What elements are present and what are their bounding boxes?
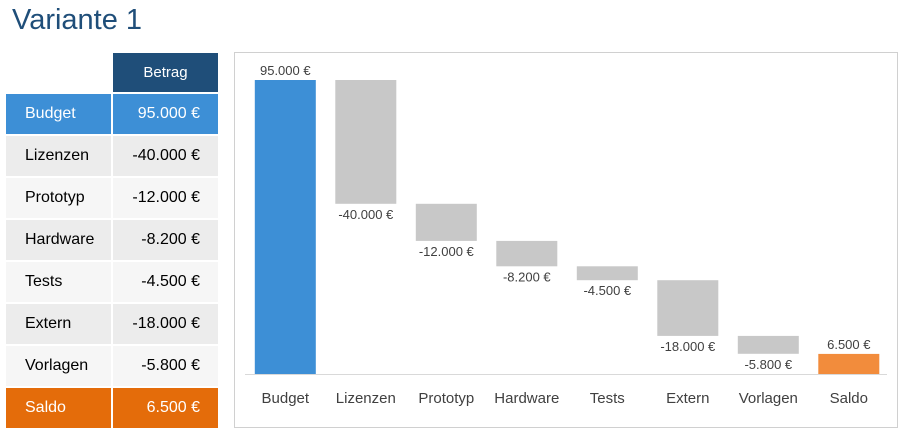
bar-vorlagen — [737, 335, 799, 354]
x-tick-label-tests: Tests — [590, 390, 625, 407]
table-row: Saldo 6.500 € — [6, 388, 218, 428]
waterfall-chart-frame: 95.000 € Budget -40.000 € Lizenzen -12.000 €… — [234, 52, 898, 428]
data-label-tests: -4.500 € — [583, 283, 631, 298]
row-value: -4.500 € — [113, 262, 218, 302]
bar-saldo — [818, 353, 880, 374]
bar-lizenzen — [335, 80, 397, 204]
row-label: Prototyp — [6, 178, 111, 218]
data-label-budget: 95.000 € — [260, 63, 311, 78]
row-value: 95.000 € — [113, 94, 218, 134]
waterfall-chart: 95.000 € Budget -40.000 € Lizenzen -12.000 €… — [245, 63, 887, 407]
row-value: -8.200 € — [113, 220, 218, 260]
row-value: -18.000 € — [113, 304, 218, 344]
table-header: Betrag — [6, 53, 218, 92]
data-label-vorlagen: -5.800 € — [744, 357, 792, 372]
row-label: Saldo — [6, 388, 111, 428]
table-row: Budget 95.000 € — [6, 94, 218, 134]
row-label: Hardware — [6, 220, 111, 260]
x-tick-label-lizenzen: Lizenzen — [336, 390, 396, 407]
table-row: Lizenzen -40.000 € — [6, 136, 218, 176]
table-header-spacer — [6, 53, 113, 92]
x-tick-label-saldo: Saldo — [830, 390, 868, 407]
bar-hardware — [496, 240, 558, 267]
data-label-extern: -18.000 € — [660, 339, 716, 354]
bar-prototyp — [415, 203, 477, 241]
table-row: Prototyp -12.000 € — [6, 178, 218, 218]
table-row: Tests -4.500 € — [6, 262, 218, 302]
row-value: -12.000 € — [113, 178, 218, 218]
table-row: Hardware -8.200 € — [6, 220, 218, 260]
row-label: Budget — [6, 94, 111, 134]
row-value: 6.500 € — [113, 388, 218, 428]
data-label-prototyp: -12.000 € — [419, 244, 475, 259]
row-label: Extern — [6, 304, 111, 344]
data-label-lizenzen: -40.000 € — [338, 207, 394, 222]
x-tick-label-vorlagen: Vorlagen — [739, 390, 798, 407]
bar-budget — [254, 80, 316, 374]
data-label-saldo: 6.500 € — [827, 337, 871, 352]
table-row: Vorlagen -5.800 € — [6, 346, 218, 386]
x-tick-label-budget: Budget — [262, 390, 310, 407]
table-row: Extern -18.000 € — [6, 304, 218, 344]
x-tick-label-hardware: Hardware — [494, 390, 559, 407]
x-tick-label-extern: Extern — [666, 390, 709, 407]
page-title: Variante 1 — [12, 4, 143, 36]
bar-extern — [657, 280, 719, 336]
x-tick-label-prototyp: Prototyp — [418, 390, 474, 407]
budget-table: Betrag Budget 95.000 € Lizenzen -40.000 … — [6, 53, 218, 428]
row-label: Lizenzen — [6, 136, 111, 176]
row-value: -5.800 € — [113, 346, 218, 386]
column-header-betrag: Betrag — [113, 53, 218, 92]
bar-tests — [576, 266, 638, 281]
row-label: Vorlagen — [6, 346, 111, 386]
data-label-hardware: -8.200 € — [503, 269, 551, 284]
row-value: -40.000 € — [113, 136, 218, 176]
row-label: Tests — [6, 262, 111, 302]
